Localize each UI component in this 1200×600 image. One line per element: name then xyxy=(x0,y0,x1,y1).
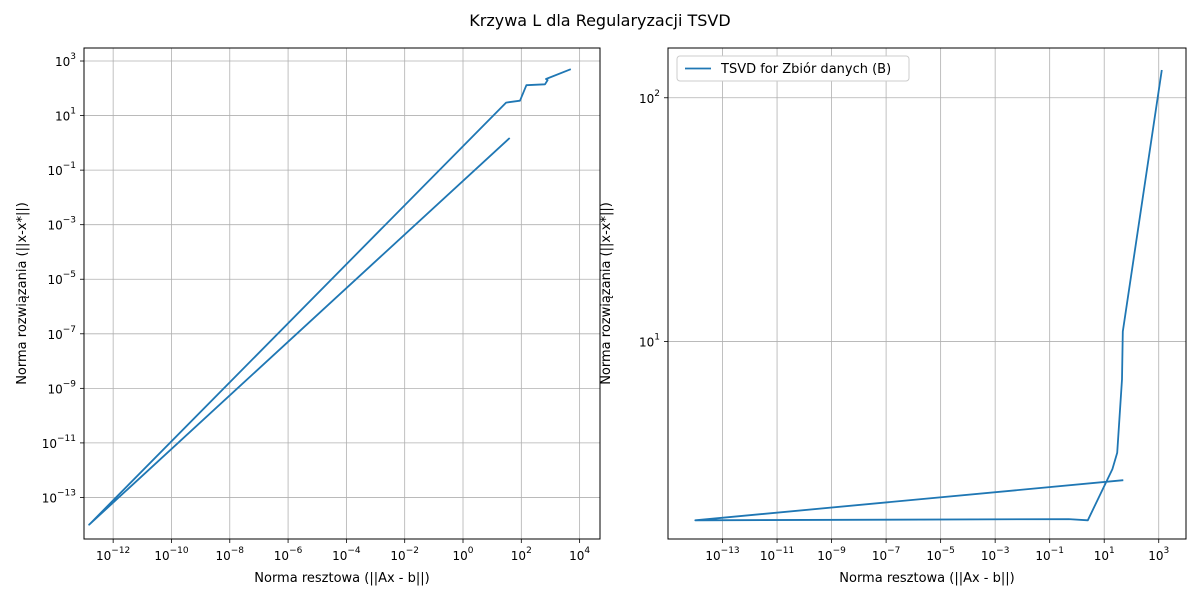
y-tick-label: 10−3 xyxy=(47,216,76,233)
figure-title: Krzywa L dla Regularyzacji TSVD xyxy=(469,11,730,30)
x-axis-label: Norma resztowa (||Ax - b||) xyxy=(839,571,1014,586)
y-tick-label: 103 xyxy=(55,52,76,69)
legend: TSVD for Zbiór danych (B) xyxy=(676,55,910,82)
axes-frame xyxy=(667,47,1187,540)
x-tick-label: 10−10 xyxy=(154,546,189,563)
right-plot: 10−13 10−11 10−9 10−7 10−5 10−3 10−1 101 103 101 1… xyxy=(599,47,1187,586)
y-tick-label: 10−11 xyxy=(42,434,76,451)
x-tick-label: 10−11 xyxy=(760,546,794,563)
y-tick-label: 10−5 xyxy=(47,270,76,287)
axes-frame xyxy=(83,47,601,540)
x-tick-label: 101 xyxy=(1094,546,1115,563)
series-line xyxy=(88,68,572,526)
x-tick-label: 10−3 xyxy=(981,546,1010,563)
left-plot: 10−12 10−10 10−8 10−6 10−4 10−2 100 102 104 10−13… xyxy=(15,47,601,586)
x-tick-label: 10−13 xyxy=(705,546,739,563)
x-tick-label: 10−12 xyxy=(96,546,130,563)
y-tick-label: 10−9 xyxy=(47,379,76,396)
legend-label: TSVD for Zbiór danych (B) xyxy=(720,62,891,77)
x-tick-label: 100 xyxy=(452,546,473,563)
legend-box xyxy=(676,55,910,82)
x-tick-label: 10−1 xyxy=(1035,546,1064,563)
y-tick-label: 10−7 xyxy=(47,325,76,342)
y-tick-label: 101 xyxy=(639,333,660,350)
x-tick-label: 102 xyxy=(511,546,532,563)
x-axis-label: Norma resztowa (||Ax - b||) xyxy=(254,571,429,586)
y-axis-label: Norma rozwiązania (||x-x*||) xyxy=(599,202,614,385)
x-tick-label: 10−5 xyxy=(926,546,955,563)
y-axis-label: Norma rozwiązania (||x-x*||) xyxy=(15,202,30,385)
x-tick-label: 10−4 xyxy=(332,546,361,563)
y-tick-label: 102 xyxy=(639,89,660,106)
x-tick-label: 10−8 xyxy=(215,546,244,563)
x-tick-label: 10−2 xyxy=(390,546,419,563)
x-tick-label: 10−7 xyxy=(872,546,901,563)
y-tick-label: 10−1 xyxy=(47,161,76,178)
x-tick-label: 103 xyxy=(1148,546,1169,563)
series-line xyxy=(694,69,1163,522)
x-tick-label: 10−6 xyxy=(274,546,303,563)
y-tick-label: 101 xyxy=(55,107,76,124)
x-tick-label: 104 xyxy=(569,546,590,563)
x-tick-label: 10−9 xyxy=(817,546,846,563)
y-tick-label: 10−13 xyxy=(42,488,76,505)
